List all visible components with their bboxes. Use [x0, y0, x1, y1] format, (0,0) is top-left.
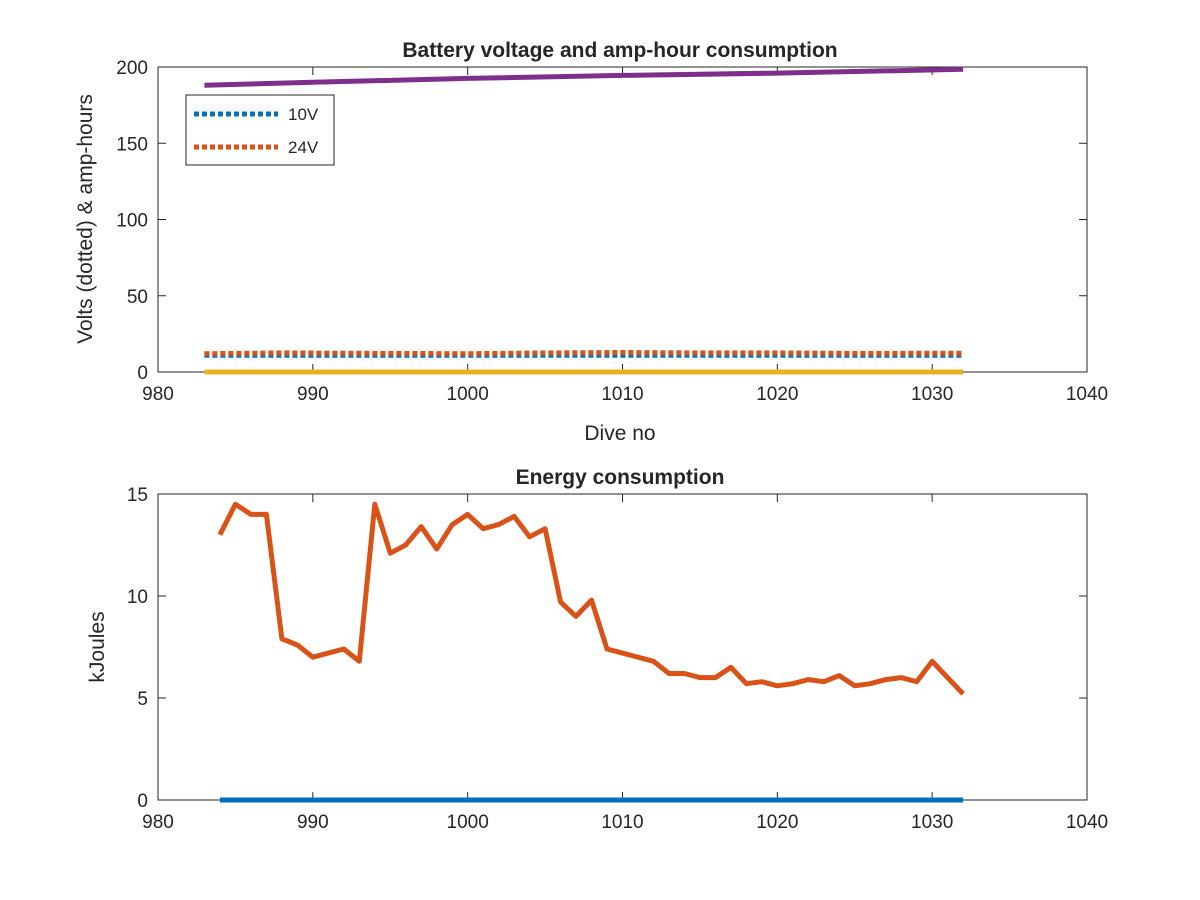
- x-tick-label: 1030: [911, 812, 953, 833]
- chart-title: Energy consumption: [516, 466, 725, 489]
- y-tick-label: 100: [116, 211, 148, 232]
- series-line-purple: [204, 66, 964, 88]
- x-tick-label: 1020: [756, 812, 798, 833]
- legend-label: 24V: [288, 138, 319, 157]
- x-tick-label: 980: [142, 812, 174, 833]
- voltage-chart: Battery voltage and amp-hour consumption…: [74, 39, 1108, 445]
- y-tick-label: 200: [116, 58, 148, 79]
- y-axis-label: Volts (dotted) & amp-hours: [74, 94, 97, 344]
- x-tick-label: 990: [297, 812, 329, 833]
- x-tick-label: 1020: [756, 384, 798, 405]
- legend-box: [185, 94, 335, 166]
- y-axis-label: kJoules: [86, 611, 109, 682]
- x-tick-label: 1040: [1066, 812, 1108, 833]
- y-tick-label: 5: [137, 689, 148, 710]
- x-tick-label: 1000: [447, 812, 489, 833]
- y-tick-label: 50: [127, 287, 148, 308]
- energy-chart: Energy consumption kJoules 980 990 1000 101…: [86, 466, 1108, 833]
- y-tick-label: 15: [127, 485, 148, 506]
- x-axis-label: Dive no: [584, 422, 655, 445]
- y-tick-label: 0: [137, 791, 148, 812]
- y-tick-label: 150: [116, 134, 148, 155]
- x-tick-label: 990: [297, 384, 329, 405]
- x-tick-label: 1010: [601, 812, 643, 833]
- x-tick-label: 980: [142, 384, 174, 405]
- y-tick-label: 0: [137, 363, 148, 384]
- x-tick-label: 1030: [911, 384, 953, 405]
- series-line-orange: [217, 501, 965, 696]
- chart-title: Battery voltage and amp-hour consumption: [402, 39, 837, 62]
- x-tick-label: 1040: [1066, 384, 1108, 405]
- series-line-24v: [204, 350, 964, 357]
- x-tick-label: 1000: [447, 384, 489, 405]
- y-tick-label: 10: [127, 587, 148, 608]
- legend-label: 10V: [288, 105, 319, 124]
- x-tick-label: 1010: [601, 384, 643, 405]
